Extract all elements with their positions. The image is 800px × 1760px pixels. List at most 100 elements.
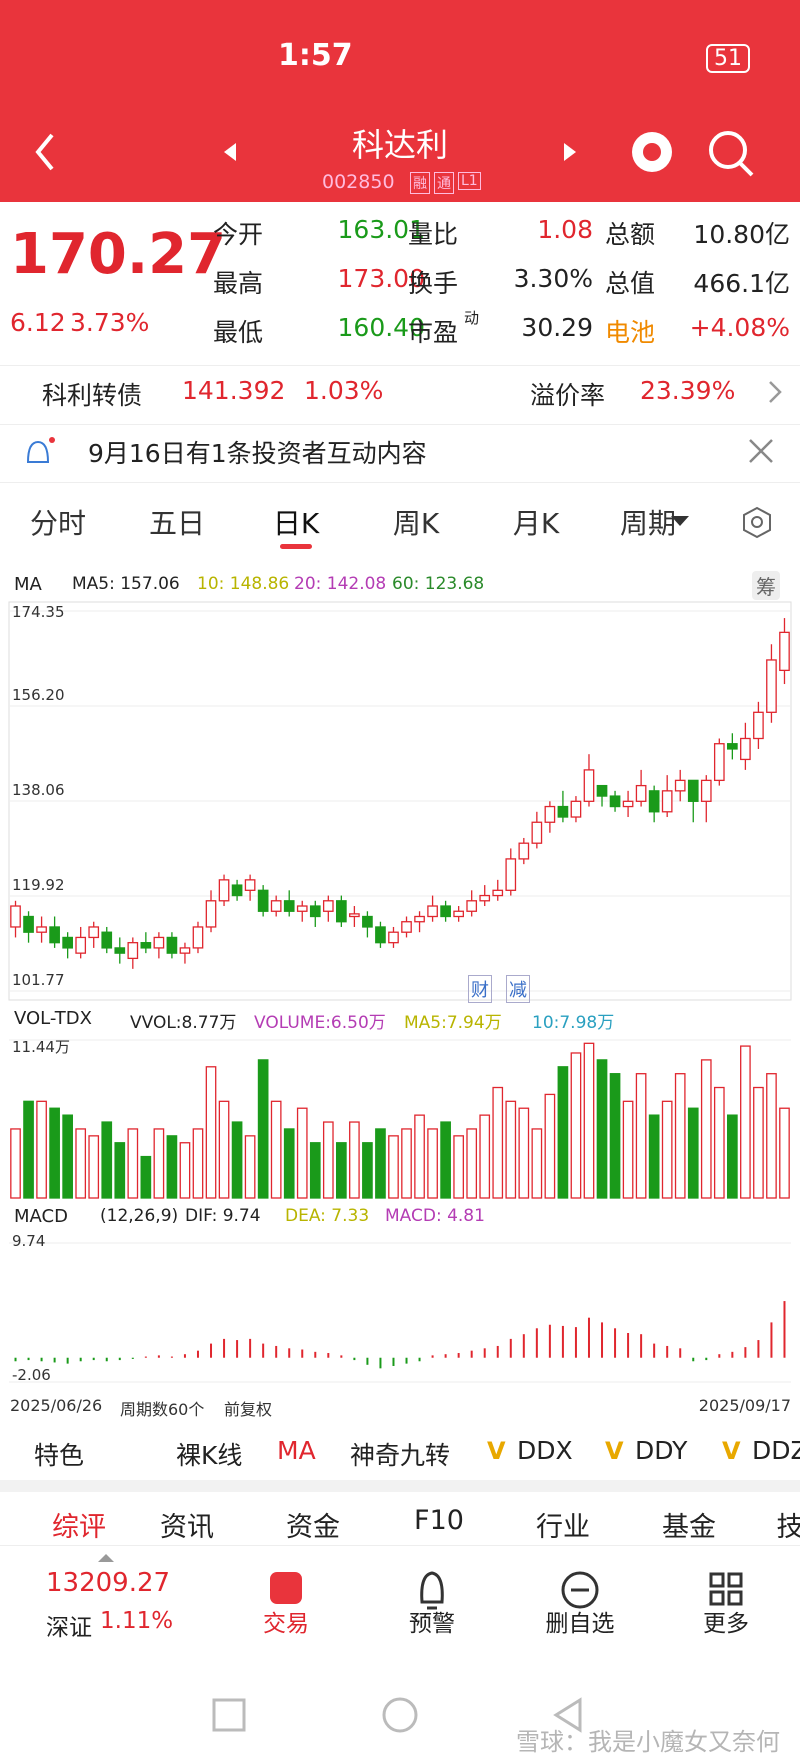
stat-label: 今开 — [213, 220, 264, 249]
volume-bar — [75, 1128, 87, 1199]
x-label: 2025/06/26 — [10, 1396, 103, 1415]
y-tick-label: 138.06 — [12, 781, 65, 799]
candle-body — [36, 926, 47, 933]
volume-bar — [388, 1135, 399, 1199]
section-tab[interactable]: 综评 — [52, 1512, 106, 1543]
marker[interactable]: 减 — [506, 975, 530, 1003]
toolbar-prefix: V — [722, 1437, 741, 1465]
volume-bar — [283, 1128, 295, 1199]
toolbar-item[interactable]: MA — [277, 1436, 316, 1465]
bond-name[interactable]: 科利转债 — [42, 381, 143, 410]
candle-body — [114, 947, 126, 954]
chevron[interactable] — [769, 381, 782, 403]
volume-bar — [427, 1128, 438, 1199]
nav-item[interactable]: 更多 — [703, 1611, 749, 1637]
candle-body — [766, 659, 777, 713]
toolbar-item[interactable]: DDX — [517, 1436, 573, 1465]
volume-bar — [309, 1142, 321, 1199]
legend: 60: 123.68 — [392, 574, 485, 594]
toolbar-item[interactable]: 神奇九转 — [350, 1441, 451, 1470]
candle-body — [753, 711, 764, 740]
remove-icon[interactable] — [561, 1571, 599, 1609]
bell — [26, 440, 50, 463]
next[interactable] — [564, 143, 576, 161]
candle-body — [88, 926, 100, 939]
volume-bar — [544, 1093, 556, 1199]
tab[interactable]: 周期 — [619, 507, 676, 540]
x-label: 2025/09/17 — [698, 1396, 791, 1415]
volume-bar — [49, 1107, 60, 1199]
candle-body — [648, 790, 660, 813]
candle-body — [62, 936, 73, 949]
volume-bar — [700, 1059, 712, 1199]
volume-bar — [505, 1100, 517, 1199]
candle-body — [283, 900, 295, 912]
search[interactable] — [709, 131, 747, 169]
candle-body — [101, 931, 113, 949]
tab[interactable]: 月K — [512, 507, 560, 540]
volume-bar — [492, 1086, 504, 1199]
tab[interactable]: 分时 — [29, 507, 86, 540]
toolbar-item[interactable]: 特色 — [34, 1441, 85, 1470]
volume-bar — [518, 1107, 530, 1199]
prev[interactable] — [224, 143, 236, 161]
tab[interactable]: 五日 — [148, 507, 205, 540]
section-tab[interactable]: 资金 — [286, 1512, 340, 1543]
candle-body — [779, 631, 790, 672]
candle-body — [153, 936, 165, 949]
nav-item[interactable]: 预警 — [409, 1611, 455, 1637]
more-icon[interactable] — [709, 1572, 743, 1606]
tab[interactable]: 周K — [392, 507, 440, 540]
nav-recent[interactable] — [212, 1698, 246, 1732]
candle-body — [727, 743, 738, 750]
tab[interactable]: 日K — [272, 507, 320, 540]
volume-bar — [401, 1128, 412, 1199]
back[interactable] — [35, 133, 54, 171]
legend: MACD: 4.81 — [385, 1206, 485, 1226]
watermark: 雪球：我是小魔女又奈何 — [516, 1728, 780, 1756]
nav-home[interactable] — [382, 1697, 418, 1733]
notice[interactable]: 9月16日有1条投资者互动内容 — [88, 439, 427, 468]
candle-body — [557, 805, 569, 818]
nav-item[interactable]: 删自选 — [545, 1611, 615, 1637]
toolbar-item[interactable]: 裸K线 — [176, 1441, 243, 1470]
volume-bar — [570, 1052, 582, 1199]
nav-item[interactable]: 交易 — [263, 1611, 309, 1637]
settings[interactable] — [743, 506, 771, 539]
volume-bar — [440, 1121, 451, 1199]
candle-body — [635, 784, 647, 802]
section-tab[interactable]: 资讯 — [160, 1512, 214, 1543]
volume-bar — [466, 1128, 478, 1199]
close[interactable] — [749, 439, 773, 463]
stat-value: 163.01 — [337, 215, 425, 244]
alert-icon[interactable] — [420, 1571, 444, 1610]
volume-bar — [322, 1121, 334, 1199]
section-tab[interactable]: 基金 — [662, 1512, 716, 1543]
nav-back[interactable] — [553, 1697, 582, 1733]
marker[interactable]: 财 — [468, 975, 492, 1003]
volume-bar — [270, 1100, 282, 1199]
y-tick-label: 156.20 — [12, 686, 65, 704]
volume-bar — [766, 1073, 777, 1199]
volume-bar — [375, 1128, 386, 1199]
badge: L1 — [458, 172, 481, 190]
dropdown[interactable] — [671, 516, 689, 526]
volume-bar — [779, 1107, 790, 1199]
candle-body — [596, 784, 608, 797]
toolbar-item[interactable]: DDZ — [752, 1436, 800, 1465]
section-tab[interactable]: 技 — [776, 1512, 800, 1543]
volume-bar — [648, 1114, 660, 1199]
section-tab[interactable]: F10 — [414, 1505, 464, 1536]
volume-bar — [362, 1142, 373, 1199]
chip[interactable]: 筹 — [752, 571, 780, 600]
stat-label: 市盈 — [408, 318, 459, 347]
section-tab[interactable]: 行业 — [536, 1512, 590, 1543]
candle-body — [231, 884, 243, 897]
volume-bar — [62, 1114, 73, 1199]
toolbar-item[interactable]: DDY — [635, 1436, 688, 1465]
trade-icon[interactable] — [270, 1572, 302, 1604]
candle-body — [466, 900, 478, 912]
volume-bar — [36, 1100, 47, 1199]
volume-bar — [674, 1073, 686, 1199]
volume-bar — [179, 1142, 191, 1199]
